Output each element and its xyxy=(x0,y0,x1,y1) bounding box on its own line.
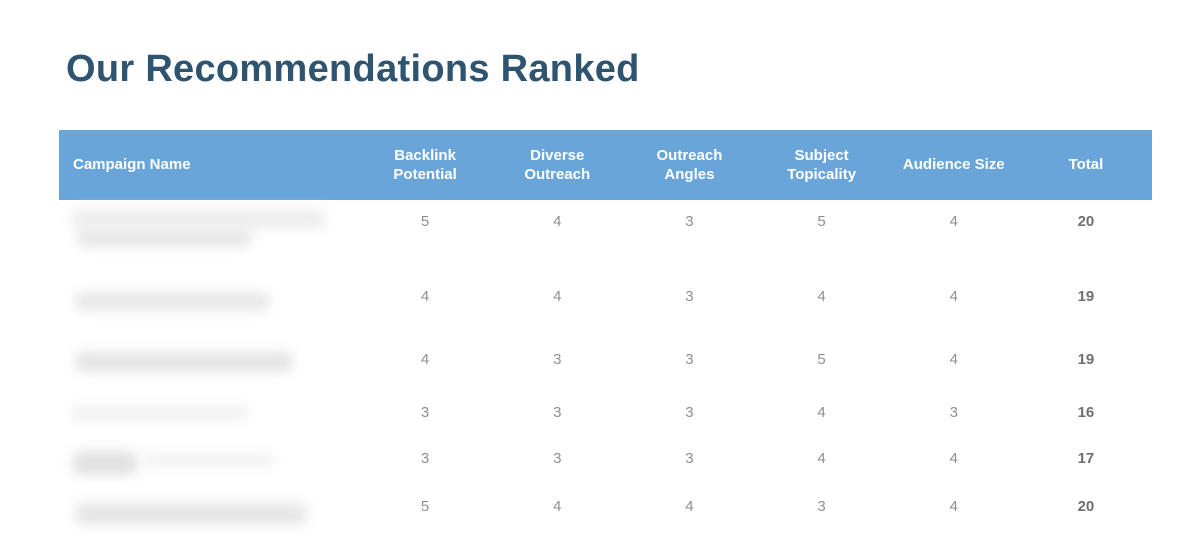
score-cell: 3 xyxy=(817,498,826,515)
score-cell: 4 xyxy=(553,288,562,305)
score-cell: 4 xyxy=(553,213,562,230)
score-cell: 4 xyxy=(685,498,694,515)
campaign-name-redacted xyxy=(59,492,359,552)
campaign-name-redacted xyxy=(59,340,359,396)
total-cell: 16 xyxy=(1077,404,1095,421)
table-row: 4 3 3 5 4 19 xyxy=(59,340,1152,396)
total-cell: 20 xyxy=(1077,213,1095,230)
total-cell: 20 xyxy=(1077,498,1095,515)
redacted-text-blur xyxy=(71,209,326,229)
score-cell: 4 xyxy=(949,450,958,467)
score-cell: 4 xyxy=(949,498,958,515)
score-cell: 4 xyxy=(817,450,826,467)
campaign-name-redacted xyxy=(59,396,359,445)
redacted-text-blur xyxy=(71,407,249,420)
score-cell: 5 xyxy=(817,351,826,368)
score-cell: 3 xyxy=(685,213,694,230)
score-cell: 5 xyxy=(420,498,430,515)
table-row: 5 4 4 3 4 20 xyxy=(59,492,1152,552)
column-header-total: Total xyxy=(1068,156,1104,174)
redacted-text-blur xyxy=(75,503,307,525)
redacted-text-blur xyxy=(77,231,252,246)
table-row: 4 4 3 4 4 19 xyxy=(59,276,1152,340)
score-cell: 4 xyxy=(817,404,826,421)
score-cell: 3 xyxy=(420,404,430,421)
redacted-text-blur xyxy=(75,352,293,372)
score-cell: 3 xyxy=(420,450,430,467)
score-cell: 3 xyxy=(685,288,694,305)
score-cell: 4 xyxy=(949,213,958,230)
column-header-subject-topicality: Subject Topicality xyxy=(787,146,857,184)
score-cell: 3 xyxy=(685,450,694,467)
score-cell: 4 xyxy=(817,288,826,305)
score-cell: 5 xyxy=(817,213,826,230)
column-header-outreach-angles: Outreach Angles xyxy=(656,146,723,184)
total-cell: 17 xyxy=(1077,450,1095,467)
column-header-campaign-name: Campaign Name xyxy=(73,156,191,174)
score-cell: 3 xyxy=(553,351,562,368)
redacted-text-blur xyxy=(73,451,137,475)
column-header-audience-size: Audience Size xyxy=(902,156,1005,174)
table-row: 3 3 3 4 3 16 xyxy=(59,396,1152,445)
total-cell: 19 xyxy=(1077,288,1095,305)
recommendations-table: Campaign Name Backlink Potential Diverse… xyxy=(59,130,1152,552)
table-header-row: Campaign Name Backlink Potential Diverse… xyxy=(59,130,1152,200)
score-cell: 3 xyxy=(949,404,958,421)
redacted-text-blur xyxy=(75,292,270,310)
score-cell: 4 xyxy=(420,288,430,305)
campaign-name-redacted xyxy=(59,445,359,492)
total-cell: 19 xyxy=(1077,351,1095,368)
score-cell: 4 xyxy=(420,351,430,368)
page-title: Our Recommendations Ranked xyxy=(66,48,640,90)
score-cell: 3 xyxy=(685,404,694,421)
score-cell: 3 xyxy=(685,351,694,368)
score-cell: 4 xyxy=(553,498,562,515)
column-header-backlink-potential: Backlink Potential xyxy=(393,146,457,184)
column-header-diverse-outreach: Diverse Outreach xyxy=(524,146,591,184)
score-cell: 5 xyxy=(420,213,430,230)
table-row: 5 4 3 5 4 20 xyxy=(59,200,1152,276)
campaign-name-redacted xyxy=(59,200,359,276)
score-cell: 3 xyxy=(553,404,562,421)
campaign-name-redacted xyxy=(59,276,359,340)
table-row: 3 3 3 4 4 17 xyxy=(59,445,1152,492)
score-cell: 3 xyxy=(553,450,562,467)
score-cell: 4 xyxy=(949,288,958,305)
score-cell: 4 xyxy=(949,351,958,368)
redacted-text-blur xyxy=(143,454,275,466)
